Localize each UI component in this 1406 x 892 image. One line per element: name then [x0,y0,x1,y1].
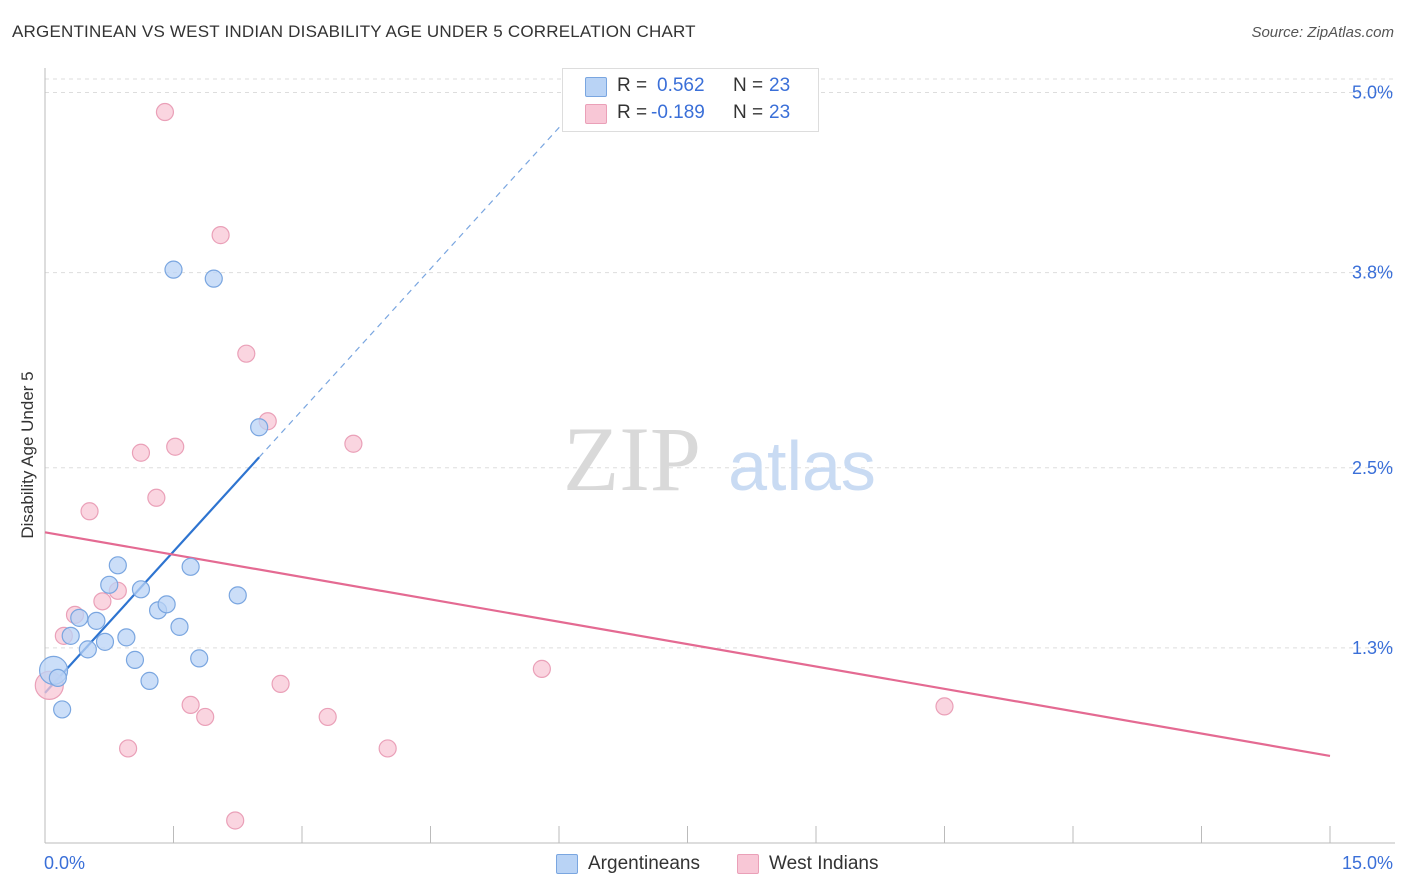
legend-n-label: N = [733,102,764,123]
source-label: Source: ZipAtlas.com [1251,24,1394,41]
y-axis-label: Disability Age Under 5 [18,371,37,539]
chart-title: ARGENTINEAN VS WEST INDIAN DISABILITY AG… [12,22,696,41]
y-tick-label: 5.0% [1352,83,1393,103]
legend-n-value: 23 [769,102,791,123]
west-indians-point [155,102,175,122]
argentineans-point [61,626,80,645]
argentineans-point [53,700,72,719]
west-indians-point [532,659,551,678]
argentineans-point [204,269,223,288]
correlation-legend: R = 0.562 N = 23 R = -0.189 N = 23 [562,68,819,132]
argentineans-point [131,580,151,599]
west-indians-trend-line [44,531,1331,758]
legend-swatch-pink [585,104,607,124]
argentineans-point [164,260,183,279]
west-indians-point [196,707,215,727]
bottom-legend-label: Argentineans [588,853,700,874]
argentineans-point [140,671,159,690]
legend-r-label: R = [617,102,648,123]
watermark: ZIP atlas [563,408,876,510]
argentineans-point [228,586,247,605]
bottom-legend-swatch-blue [556,854,578,874]
x-tick-label: 15.0% [1342,853,1393,873]
legend-swatch-blue [585,77,607,97]
argentineans-point [125,650,145,669]
watermark-zip: ZIP [563,408,701,510]
argentineans-point [70,608,89,627]
west-indians-point [181,695,200,715]
argentineans-point [108,556,127,575]
west-indians-point [935,697,954,716]
argentineans-point [190,649,209,668]
west-indians-point [211,226,230,245]
legend-r-value: -0.189 [651,102,705,123]
x-tick-label: 0.0% [44,853,85,873]
argentineans-point [87,611,106,630]
west-indians-point [318,707,337,727]
west-indians-point [166,437,185,456]
west-indians-point [93,592,112,611]
y-tick-label: 1.3% [1352,638,1393,658]
legend-n-value: 23 [769,75,791,96]
argentineans-point [170,617,189,636]
west-indians-point [344,434,363,453]
axes [44,68,1395,844]
west-indians-point [118,739,138,758]
tick-labels: 1.3% 2.5% 3.8% 5.0% 0.0% 15.0% [44,83,1393,873]
bottom-legend-swatch-pink [737,854,759,874]
west-indians-point [226,811,245,830]
argentineans-point [181,557,200,576]
data-points [34,102,954,830]
west-indians-point [80,502,99,521]
argentineans-trend-extension [258,80,603,458]
argentineans-point [117,628,136,647]
west-indians-point [237,344,256,363]
argentineans-point [157,595,176,614]
legend-r-label: R = [617,75,648,96]
argentineans-point [100,575,119,594]
legend-r-value: 0.562 [657,75,705,96]
west-indians-point [271,674,290,693]
watermark-atlas: atlas [728,427,876,505]
argentineans-point [250,418,269,437]
argentineans-point [95,632,115,651]
grid-lines [45,78,1395,649]
argentineans-point [48,668,67,687]
west-indians-point [131,443,151,462]
argentineans-point [78,640,97,659]
y-tick-label: 3.8% [1352,263,1393,283]
west-indians-point [378,739,397,758]
y-tick-label: 2.5% [1352,458,1393,478]
west-indians-point [147,488,166,507]
legend-n-label: N = [733,75,764,96]
bottom-legend-label: West Indians [769,853,879,874]
